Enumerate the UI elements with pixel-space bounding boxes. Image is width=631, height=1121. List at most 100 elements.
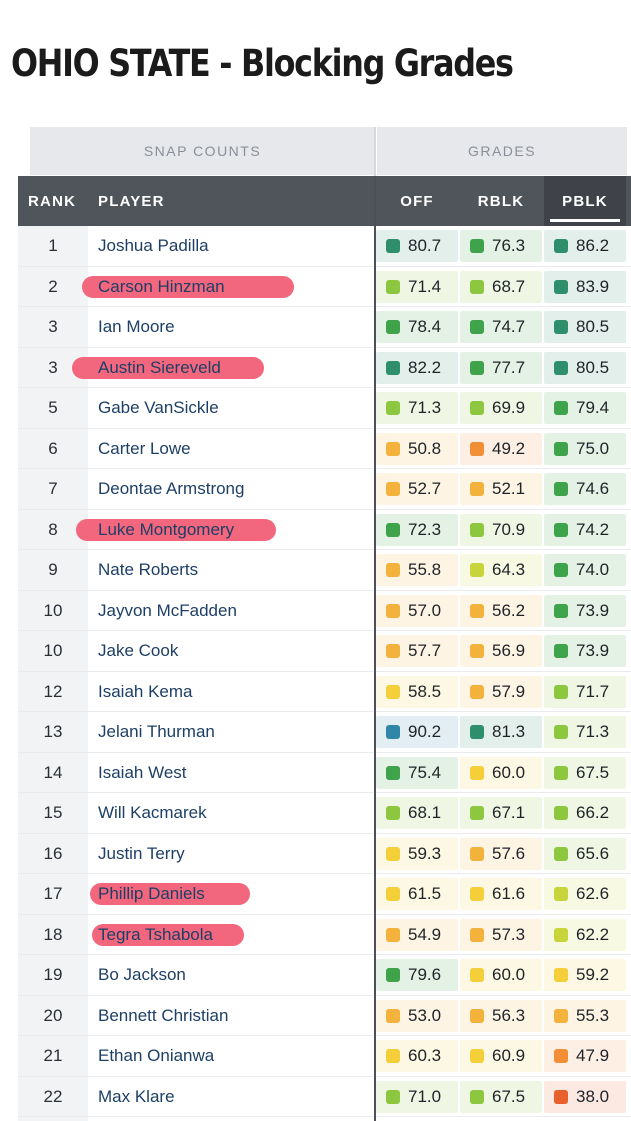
pblk-grade-value: 74.2 (576, 519, 610, 539)
table-row[interactable]: 16 Justin Terry 59.3 57.6 65.6 (18, 834, 631, 874)
grade-swatch-icon (554, 603, 568, 618)
table-row[interactable]: 19 Bo Jackson 79.6 60.0 59.2 (18, 955, 631, 996)
off-grade-cell: 59.3 (376, 837, 458, 870)
player-name-link[interactable]: Justin Terry (98, 843, 185, 863)
player-name-link[interactable]: Bennett Christian (98, 1005, 229, 1025)
pblk-grade-cell: 62.2 (544, 918, 626, 951)
grade-swatch-icon (470, 603, 484, 618)
pblk-grade-cell: 71.7 (544, 675, 626, 708)
off-grade-cell: 78.4 (376, 311, 458, 343)
rblk-grade-value: 69.9 (492, 398, 526, 417)
player-name-link[interactable]: Jelani Thurman (98, 722, 215, 741)
rank-cell: 20 (43, 1005, 63, 1025)
rblk-grade-cell: 70.9 (460, 513, 542, 546)
pblk-grade-value: 67.5 (576, 762, 610, 782)
player-name-link[interactable]: Luke Montgomery (98, 519, 235, 539)
pblk-grade-cell: 74.6 (544, 473, 626, 505)
player-name-link[interactable]: Phillip Daniels (98, 884, 205, 903)
player-name-link[interactable]: Gabe VanSickle (98, 398, 219, 417)
off-grade-cell: 52.7 (376, 473, 458, 505)
grade-swatch-icon (386, 482, 400, 496)
rblk-grade-cell: 67.5 (460, 1080, 542, 1113)
player-name-link[interactable]: Will Kacmarek (98, 803, 207, 822)
rank-cell: 6 (48, 438, 58, 458)
table-row[interactable]: 10 Jake Cook 57.7 56.9 73.9 (18, 631, 631, 672)
off-column-header[interactable]: OFF (400, 192, 434, 210)
grade-swatch-icon (386, 684, 400, 699)
table-row[interactable]: 3 Austin Siereveld 82.2 77.7 80.5 (18, 348, 631, 388)
grade-swatch-icon (386, 320, 400, 334)
table-row[interactable]: 15 Will Kacmarek 68.1 67.1 66.2 (18, 793, 631, 834)
off-grade-value: 50.8 (408, 438, 442, 458)
pblk-grade-cell: 74.0 (544, 554, 626, 586)
player-name-link[interactable]: Isaiah West (98, 762, 187, 782)
player-name-link[interactable]: Jake Cook (98, 641, 179, 660)
rblk-grade-value: 60.0 (492, 965, 526, 984)
table-row[interactable]: 9 Nate Roberts 55.8 64.3 74.0 (18, 550, 631, 591)
rblk-grade-cell: 57.6 (460, 837, 542, 870)
player-name-link[interactable]: Tegra Tshabola (98, 924, 213, 944)
pblk-column-header[interactable]: PBLK (544, 176, 626, 226)
player-column-header[interactable]: PLAYER (98, 192, 165, 210)
snap-counts-header[interactable]: SNAP COUNTS (30, 127, 375, 175)
table-row[interactable]: 21 Ethan Onianwa 60.3 60.9 47.9 (18, 1036, 631, 1077)
table-row[interactable]: 17 Phillip Daniels 61.5 61.6 62.6 (18, 874, 631, 915)
player-name-link[interactable]: Carter Lowe (98, 438, 191, 458)
table-row[interactable]: 8 Luke Montgomery 72.3 70.9 74.2 (18, 510, 631, 550)
grades-header[interactable]: GRADES (377, 127, 627, 175)
rblk-grade-value: 74.7 (492, 317, 526, 336)
player-name-link[interactable]: Ethan Onianwa (98, 1046, 215, 1065)
rank-column-header[interactable]: RANK (28, 192, 77, 210)
player-name-link[interactable]: Carson Hinzman (98, 276, 225, 296)
grade-swatch-icon (386, 1008, 400, 1023)
table-row[interactable]: 14 Isaiah West 75.4 60.0 67.5 (18, 753, 631, 793)
grade-swatch-icon (470, 239, 484, 253)
table-row[interactable]: 6 Carter Lowe 50.8 49.2 75.0 (18, 429, 631, 469)
rblk-grade-value: 64.3 (492, 560, 526, 579)
pblk-grade-cell: 71.3 (544, 716, 626, 748)
grade-swatch-icon (554, 563, 568, 577)
table-row[interactable]: 12 Isaiah Kema 58.5 57.9 71.7 (18, 672, 631, 712)
table-row[interactable]: 7 Deontae Armstrong 52.7 52.1 74.6 (18, 469, 631, 510)
player-name-link[interactable]: Austin Siereveld (98, 357, 221, 377)
off-grade-value: 80.7 (408, 236, 442, 255)
player-name-link[interactable]: Deontae Armstrong (98, 479, 245, 498)
off-grade-value: 57.7 (408, 641, 442, 660)
player-name-link[interactable]: Bo Jackson (98, 965, 186, 984)
grade-swatch-icon (470, 1008, 484, 1023)
table-row[interactable]: 18 Tegra Tshabola 54.9 57.3 62.2 (18, 915, 631, 955)
table-row[interactable]: 20 Bennett Christian 53.0 56.3 55.3 (18, 996, 631, 1036)
off-grade-value: 61.5 (408, 884, 442, 903)
table-row[interactable]: 2 Carson Hinzman 71.4 68.7 83.9 (18, 267, 631, 307)
rblk-column-header[interactable]: RBLK (477, 192, 525, 210)
rank-cell: 15 (43, 803, 63, 822)
grade-swatch-icon (554, 968, 568, 982)
grade-swatch-icon (554, 239, 568, 253)
grade-swatch-icon (470, 1089, 484, 1104)
off-grade-cell: 79.6 (376, 959, 458, 991)
grade-swatch-icon (470, 806, 484, 820)
table-row[interactable]: 10 Jayvon McFadden 57.0 56.2 73.9 (18, 591, 631, 631)
pblk-grade-cell: 83.9 (544, 270, 626, 303)
grade-swatch-icon (470, 765, 484, 780)
player-name-link[interactable]: Ian Moore (98, 317, 175, 336)
rank-cell: 3 (48, 357, 58, 377)
player-name-link[interactable]: Max Klare (98, 1086, 175, 1106)
pblk-grade-cell: 65.6 (544, 837, 626, 870)
player-name-link[interactable]: Joshua Padilla (98, 236, 209, 255)
table-row[interactable]: 13 Jelani Thurman 90.2 81.3 71.3 (18, 712, 631, 753)
off-grade-value: 53.0 (408, 1005, 442, 1025)
rank-cell: 21 (43, 1046, 63, 1065)
rblk-grade-value: 57.6 (492, 843, 526, 863)
table-row[interactable]: 5 Gabe VanSickle 71.3 69.9 79.4 (18, 388, 631, 429)
player-name-link[interactable]: Nate Roberts (98, 560, 199, 579)
off-grade-cell: 60.3 (376, 1040, 458, 1072)
rblk-grade-value: 56.3 (492, 1005, 526, 1025)
table-row[interactable]: 3 Ian Moore 78.4 74.7 80.5 (18, 307, 631, 348)
table-row[interactable]: 22 Max Klare 71.0 67.5 38.0 (18, 1077, 631, 1117)
pblk-grade-cell: 62.6 (544, 878, 626, 910)
player-name-link[interactable]: Isaiah Kema (98, 681, 193, 701)
player-name-link[interactable]: Jayvon McFadden (98, 600, 237, 620)
pblk-grade-value: 47.9 (576, 1046, 610, 1065)
table-row[interactable]: 1 Joshua Padilla 80.7 76.3 86.2 (18, 226, 631, 267)
